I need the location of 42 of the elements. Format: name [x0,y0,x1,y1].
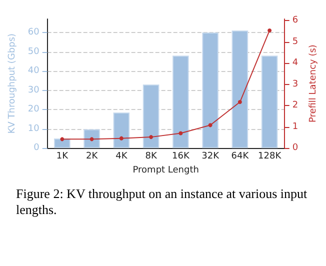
y-tick-label: 20 [28,104,40,115]
point [149,135,154,140]
y2-tick-label: 5 [292,36,298,47]
bar [113,112,130,148]
y2-axis-title: Prefill Latency (s) [308,44,318,123]
x-tick-label: 4K [116,152,128,162]
x-tick-label: 2K [86,152,99,162]
point [208,123,212,128]
bar [54,138,70,148]
y-axis-title: KV Throughput (Gbps) [8,33,18,134]
x-tick-label: 32K [202,152,220,162]
x-axis-title: Prompt Length [132,166,199,176]
x-tick-label: 8K [145,152,158,162]
bar [84,129,100,148]
bar [142,84,160,148]
point [90,137,94,142]
y2-tick-label: 4 [292,58,298,68]
y2-tick-label: 2 [292,100,298,111]
bar [202,32,218,148]
y-tick-label: 30 [28,85,40,96]
bar [172,56,189,148]
y-tick-label: 10 [28,124,40,134]
y-tick-label: 60 [28,27,40,38]
bar [232,30,248,148]
y-tick-label: 40 [28,66,40,76]
y-tick-label: 0 [34,143,40,154]
x-tick-label: 16K [172,152,190,162]
caption: Figure 2: KV throughput on an instance at various input lengths. [15,185,308,218]
point [268,28,272,32]
x-tick-label: 128K [258,152,282,162]
x-tick-label: 64K [231,152,250,162]
point [178,131,183,136]
y2-tick-label: 0 [292,143,298,154]
y2-tick-label: 1 [292,122,298,132]
point [238,100,242,104]
point [60,137,64,142]
y2-tick-label: 3 [292,79,298,90]
x-tick-label: 1K [56,152,70,162]
y-tick-label: 50 [28,46,40,57]
bar [261,56,278,148]
point [119,136,124,140]
y2-tick-label: 6 [292,16,298,26]
